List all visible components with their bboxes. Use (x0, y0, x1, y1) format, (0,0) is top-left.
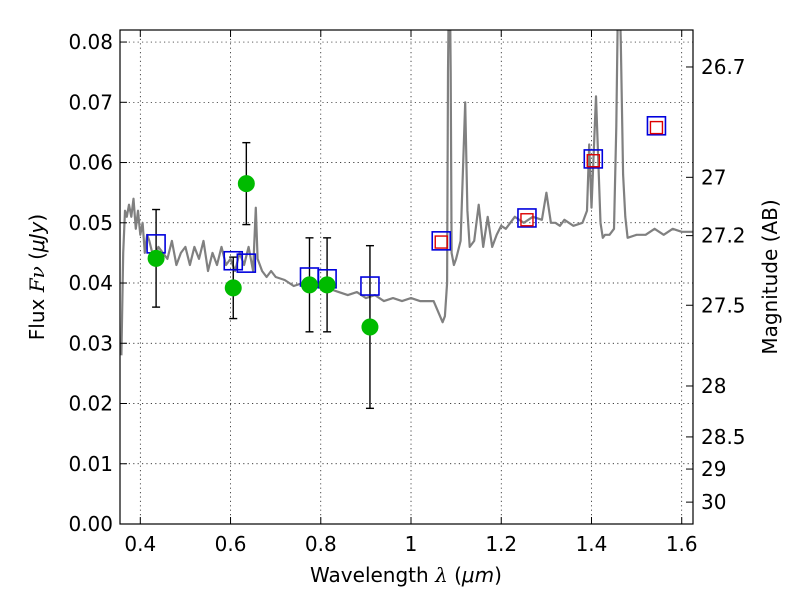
plot-area (120, 30, 693, 410)
y2-tick-label: 28 (701, 374, 726, 398)
model-nir-square-marker (520, 213, 534, 227)
y-axis-label-open: ( (25, 252, 49, 260)
observed-point (224, 279, 242, 297)
x-tick-label: 1.4 (576, 532, 608, 556)
model-square-marker (646, 115, 667, 136)
x-axis-label: Wavelength λ (μm) (310, 563, 502, 587)
y2-tick-label: 28.5 (701, 425, 746, 449)
y-tick-label: 0.08 (68, 30, 113, 54)
y-tick-label: 0.01 (68, 452, 113, 476)
grid-lines (120, 30, 693, 525)
plot-frame (119, 29, 694, 525)
model-square-marker (236, 253, 257, 273)
y-tick-label: 0.06 (68, 151, 113, 175)
model-square-marker (223, 250, 244, 271)
x-axis-label-unit: μm (461, 563, 494, 587)
y2-tick-label: 26.7 (701, 55, 746, 79)
observed-point (361, 318, 379, 336)
observed-point (300, 276, 318, 294)
y-axis-label: Flux Fν (μJy) (25, 214, 49, 340)
spectrum-line (120, 30, 693, 356)
y-tick-label: 0.03 (68, 331, 113, 355)
x-tick-label: 1.6 (666, 532, 698, 556)
y2-tick-label: 29 (701, 457, 726, 481)
x-tick-label: 1.2 (485, 532, 517, 556)
y-tick-label: 0.02 (68, 392, 113, 416)
y-axis-label-close: ) (25, 214, 49, 222)
x-tick-label: 1 (405, 532, 418, 556)
y-tick-label: 0.07 (68, 90, 113, 114)
model-square-marker (431, 231, 452, 251)
y2-tick-label: 27 (701, 165, 726, 189)
x-tick-label: 0.4 (124, 532, 156, 556)
y2-tick-label: 27.5 (701, 293, 746, 317)
model-square-marker (517, 208, 537, 228)
y2-axis-label: Magnitude (AB) (758, 199, 782, 354)
model-square-marker (360, 276, 380, 296)
x-tick-label: 0.8 (305, 532, 337, 556)
model-square-marker (583, 149, 604, 169)
observed-point (147, 249, 165, 267)
y-axis-label-unit: μJy (25, 220, 49, 253)
axis-ticks: 0.4 0.6 0.8 1 1.2 1.4 1.6 0.00 0.01 0.02 0.03 0.04 0… (68, 30, 746, 556)
y2-tick-label: 27.2 (701, 224, 746, 248)
y-axis-label-symbol: Fν (25, 266, 49, 293)
model-nir-square-marker (434, 235, 448, 249)
x-axis-label-open: ( (454, 563, 462, 587)
model-nir-square-marker (649, 120, 664, 135)
observed-point (237, 175, 255, 193)
y-tick-label: 0.05 (68, 211, 113, 235)
y2-tick-label: 30 (701, 490, 726, 514)
y-axis-label-text: Flux (25, 298, 49, 340)
y-tick-label: 0.00 (68, 512, 113, 536)
observed-point (318, 276, 336, 294)
x-tick-label: 0.6 (215, 532, 247, 556)
x-axis-label-text: Wavelength (310, 563, 429, 587)
model-nir-square-marker (586, 154, 600, 168)
x-axis-label-close: ) (494, 563, 502, 587)
y-tick-label: 0.04 (68, 271, 113, 295)
x-axis-label-symbol: λ (434, 563, 448, 587)
